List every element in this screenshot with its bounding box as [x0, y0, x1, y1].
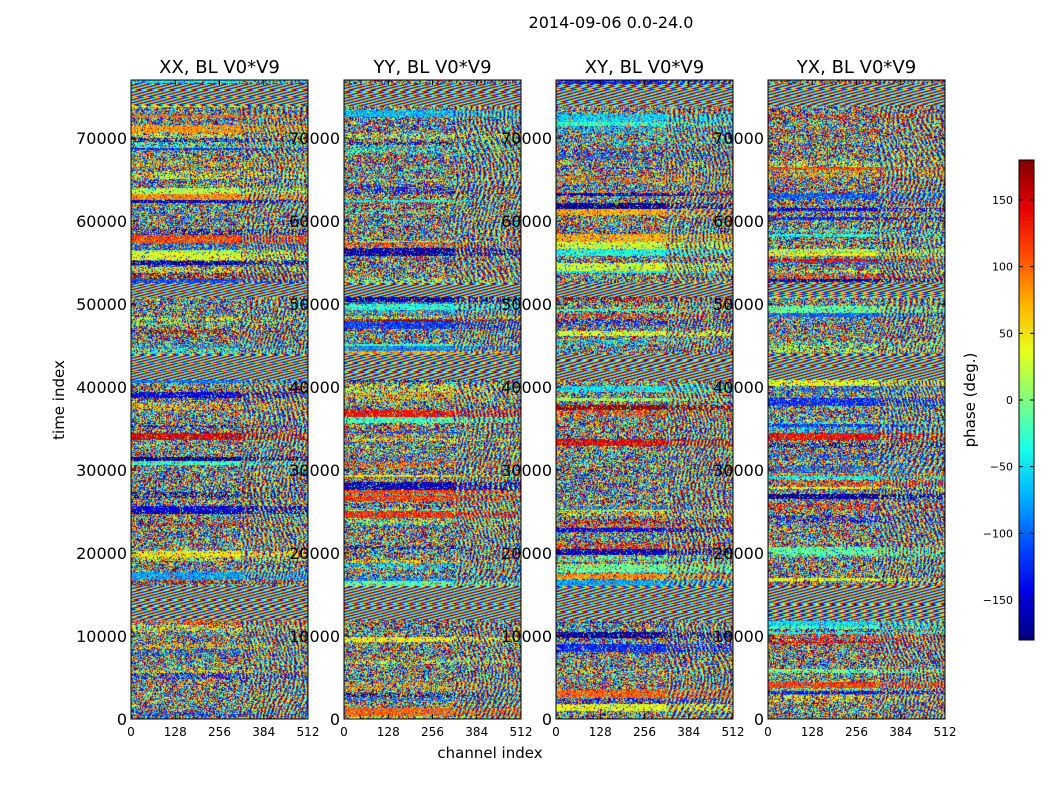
- x-tick-label: 256: [208, 725, 231, 739]
- x-tick-label: 512: [722, 725, 745, 739]
- y-axis-label: time index: [50, 360, 68, 440]
- panel-1: XX, BL V0*V9 0 10000 20000 30000 40000 50000 60…: [76, 57, 319, 739]
- colorbar-tick-label: 100: [992, 261, 1013, 274]
- x-tick-label: 128: [589, 725, 612, 739]
- y-tick-label: 0: [754, 710, 764, 729]
- phase-heatmap: [556, 80, 733, 719]
- y-tick-label: 50000: [76, 295, 127, 314]
- panel-title: YY, BL V0*V9: [372, 57, 491, 78]
- x-tick-label: 512: [297, 725, 320, 739]
- phase-heatmap-canvas: [556, 80, 733, 719]
- y-tick-label: 10000: [289, 627, 340, 646]
- colorbar-label: phase (deg.): [961, 353, 979, 448]
- panel-3: XY, BL V0*V9 0 10000 20000 30000 40000 50000 60…: [501, 57, 744, 739]
- x-tick-label: 384: [889, 725, 912, 739]
- panels: XX, BL V0*V9 0 10000 20000 30000 40000 50000 60…: [76, 57, 956, 739]
- x-tick-label: 0: [340, 725, 348, 739]
- panel-title: XX, BL V0*V9: [159, 57, 280, 78]
- x-tick-label: 256: [845, 725, 868, 739]
- y-tick-label: 70000: [713, 129, 764, 148]
- y-tick-label: 70000: [289, 129, 340, 148]
- x-tick-label: 128: [801, 725, 824, 739]
- x-tick-label: 512: [934, 725, 957, 739]
- y-tick-label: 70000: [501, 129, 552, 148]
- phase-heatmap-canvas: [344, 80, 521, 719]
- phase-heatmap: [768, 80, 945, 719]
- phase-heatmap-canvas: [131, 80, 308, 719]
- colorbar-tick-label: −150: [983, 594, 1013, 607]
- y-tick-label: 10000: [713, 627, 764, 646]
- x-tick-label: 0: [552, 725, 560, 739]
- y-tick-label: 30000: [713, 461, 764, 480]
- y-tick-label: 40000: [289, 378, 340, 397]
- y-tick-label: 60000: [76, 212, 127, 231]
- y-tick-label: 20000: [76, 544, 127, 563]
- y-tick-label: 50000: [713, 295, 764, 314]
- x-tick-label: 256: [421, 725, 444, 739]
- x-tick-label: 384: [677, 725, 700, 739]
- x-tick-label: 0: [764, 725, 772, 739]
- panel-title: YX, BL V0*V9: [796, 57, 916, 78]
- phase-heatmap: [131, 80, 308, 719]
- y-tick-label: 70000: [76, 129, 127, 148]
- y-tick-label: 30000: [289, 461, 340, 480]
- phase-heatmap-canvas: [768, 80, 945, 719]
- y-tick-label: 10000: [76, 627, 127, 646]
- phase-heatmap: [344, 80, 521, 719]
- panel-title: XY, BL V0*V9: [585, 57, 704, 78]
- y-tick-label: 50000: [501, 295, 552, 314]
- y-tick-label: 0: [117, 710, 127, 729]
- x-tick-label: 384: [465, 725, 488, 739]
- y-tick-label: 20000: [289, 544, 340, 563]
- figure-suptitle: 2014-09-06 0.0-24.0: [529, 13, 694, 32]
- y-tick-label: 0: [542, 710, 552, 729]
- colorbar-tick-label: −100: [983, 527, 1013, 540]
- colorbar-tick-label: 0: [1006, 394, 1013, 407]
- y-tick-label: 10000: [501, 627, 552, 646]
- y-tick-label: 60000: [289, 212, 340, 231]
- y-tick-label: 30000: [501, 461, 552, 480]
- x-tick-label: 0: [127, 725, 135, 739]
- y-tick-label: 20000: [501, 544, 552, 563]
- y-tick-label: 60000: [713, 212, 764, 231]
- x-tick-label: 384: [252, 725, 275, 739]
- panel-4: YX, BL V0*V9 0 10000 20000 30000 40000 50000 60…: [713, 57, 956, 739]
- y-tick-label: 20000: [713, 544, 764, 563]
- y-tick-label: 0: [330, 710, 340, 729]
- x-tick-label: 512: [510, 725, 533, 739]
- colorbar-tick-label: −50: [990, 461, 1013, 474]
- x-tick-label: 128: [377, 725, 400, 739]
- colorbar: −150 −100 −50 0 50 100 150: [983, 159, 1035, 641]
- y-tick-label: 40000: [501, 378, 552, 397]
- x-tick-label: 128: [164, 725, 187, 739]
- y-tick-label: 40000: [76, 378, 127, 397]
- panel-2: YY, BL V0*V9 0 10000 20000 30000 40000 50000 60…: [289, 57, 532, 739]
- x-tick-label: 256: [633, 725, 656, 739]
- y-tick-label: 40000: [713, 378, 764, 397]
- x-axis-label: channel index: [437, 744, 542, 762]
- colorbar-tick-label: 150: [992, 194, 1013, 207]
- y-tick-label: 50000: [289, 295, 340, 314]
- colorbar-tick-label: 50: [999, 327, 1013, 340]
- y-tick-label: 60000: [501, 212, 552, 231]
- y-tick-label: 30000: [76, 461, 127, 480]
